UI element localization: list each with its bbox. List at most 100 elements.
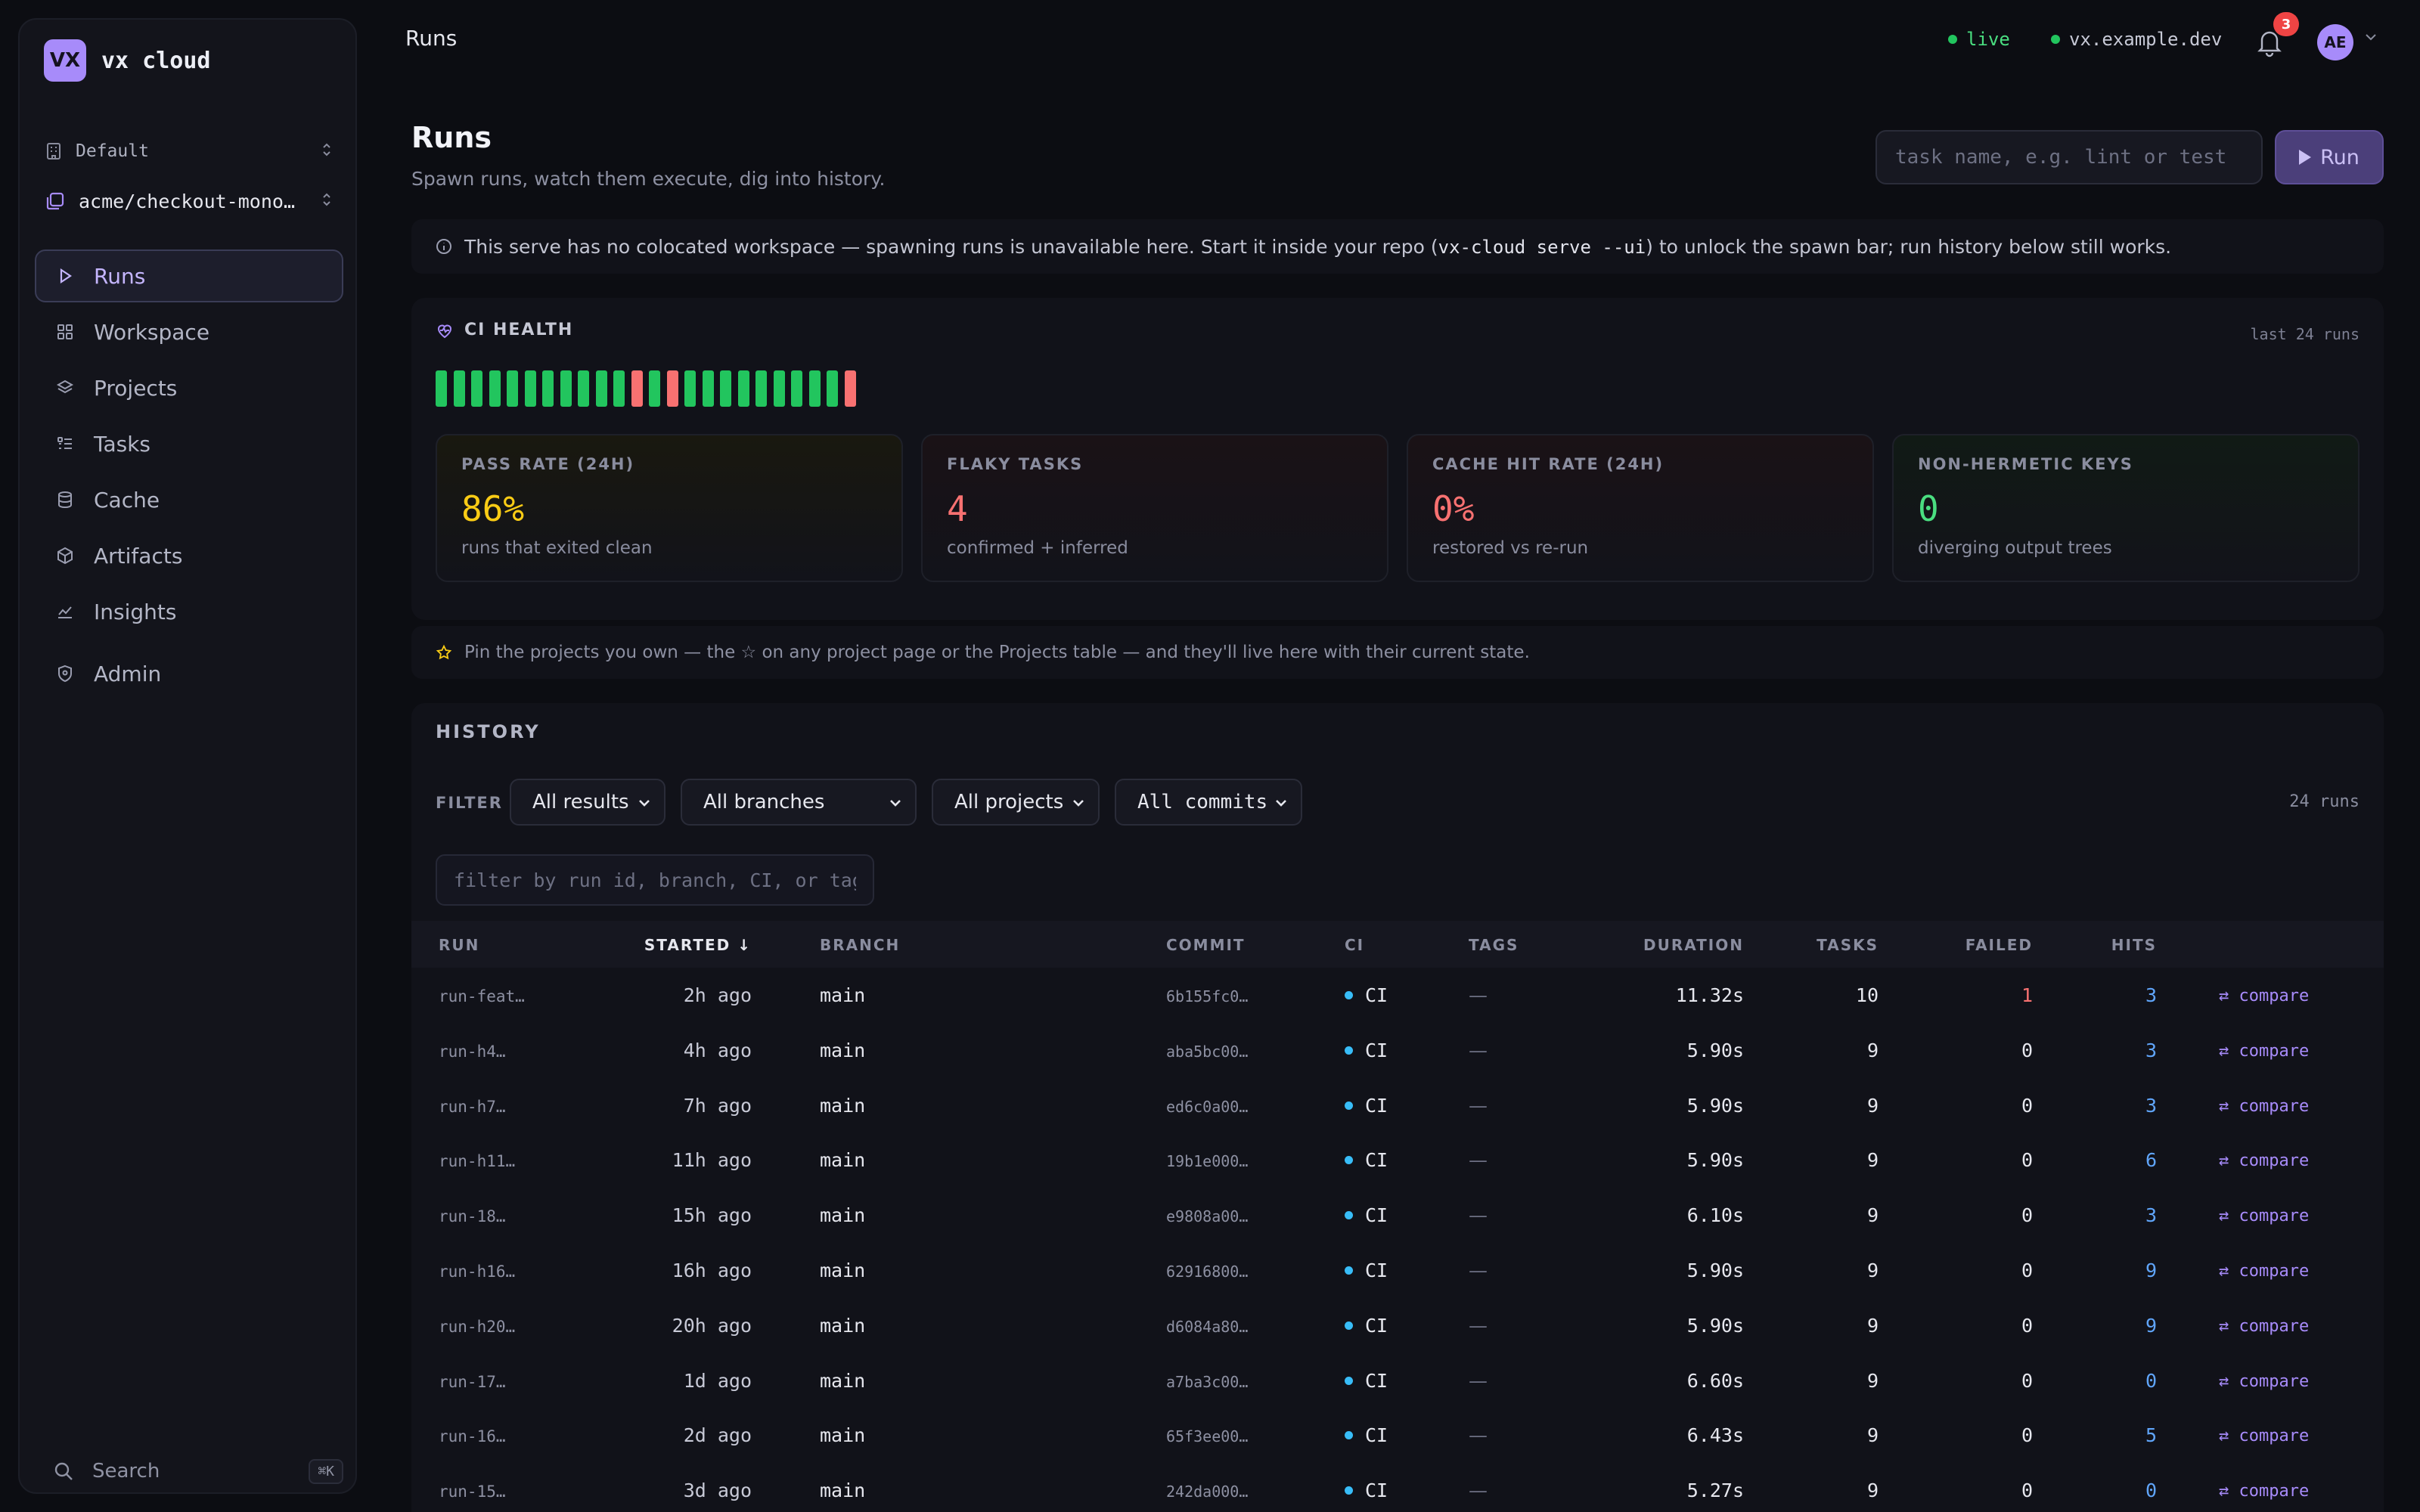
- sidebar-item-runs[interactable]: Runs: [35, 249, 343, 302]
- run-id[interactable]: run-16…: [439, 1427, 506, 1446]
- compare-link[interactable]: ⇄ compare: [2219, 1041, 2310, 1061]
- col-failed[interactable]: FAILED: [1965, 936, 2033, 954]
- history-search-input[interactable]: [436, 854, 874, 906]
- brand[interactable]: VX vx cloud: [44, 39, 211, 82]
- run-status-bar-pass[interactable]: [702, 370, 714, 407]
- compare-link[interactable]: ⇄ compare: [2219, 1371, 2310, 1391]
- run-status-bar-pass[interactable]: [755, 370, 767, 407]
- run-id[interactable]: run-17…: [439, 1372, 506, 1391]
- project-filter-select[interactable]: All projects: [932, 779, 1100, 826]
- sidebar-item-artifacts[interactable]: Artifacts: [35, 529, 343, 582]
- run-status-bar-pass[interactable]: [649, 370, 660, 407]
- host-indicator[interactable]: vx.example.dev: [2051, 29, 2222, 50]
- run-status-bar-pass[interactable]: [436, 370, 447, 407]
- col-tags[interactable]: TAGS: [1469, 936, 1519, 954]
- commit-sha[interactable]: e9808a00…: [1166, 1207, 1249, 1226]
- compare-link[interactable]: ⇄ compare: [2219, 1482, 2310, 1501]
- compare-link[interactable]: ⇄ compare: [2219, 1427, 2310, 1446]
- run-status-bar-pass[interactable]: [507, 370, 518, 407]
- avatar[interactable]: AE: [2317, 24, 2353, 60]
- failed-count: 0: [2021, 1369, 2033, 1392]
- table-row[interactable]: run-h4… 4h ago main aba5bc00… — 5.90s 9 0 3 CI ⇄ c…: [411, 1023, 2384, 1077]
- run-status-bar-pass[interactable]: [560, 370, 572, 407]
- table-row[interactable]: run-16… 2d ago main 65f3ee00… — 6.43s 9 0 5 CI ⇄ c…: [411, 1408, 2384, 1462]
- run-status-bar-pass[interactable]: [453, 370, 465, 407]
- table-row[interactable]: run-15… 3d ago main 242da000… — 5.27s 9 0 0 CI ⇄ c…: [411, 1463, 2384, 1512]
- run-button[interactable]: Run: [2275, 130, 2384, 184]
- table-row[interactable]: run-17… 1d ago main a7ba3c00… — 6.60s 9 0 0 CI ⇄ c…: [411, 1353, 2384, 1408]
- compare-link[interactable]: ⇄ compare: [2219, 1207, 2310, 1226]
- commit-sha[interactable]: 19b1e000…: [1166, 1152, 1249, 1171]
- table-row[interactable]: run-h20… 20h ago main d6084a80… — 5.90s 9 0 9 CI ⇄…: [411, 1298, 2384, 1352]
- compare-link[interactable]: ⇄ compare: [2219, 1262, 2310, 1281]
- col-ci[interactable]: CI: [1345, 936, 1365, 954]
- task-input[interactable]: [1876, 130, 2263, 184]
- compare-link[interactable]: ⇄ compare: [2219, 987, 2310, 1005]
- table-row[interactable]: run-feat… 2h ago main 6b155fc0… — 11.32s 10 1 3 C…: [411, 968, 2384, 1022]
- col-run[interactable]: RUN: [439, 936, 480, 954]
- run-status-bar-pass[interactable]: [773, 370, 785, 407]
- repo-switcher[interactable]: acme/checkout-monorepo: [45, 183, 343, 219]
- run-id[interactable]: run-18…: [439, 1207, 506, 1226]
- compare-link[interactable]: ⇄ compare: [2219, 1316, 2310, 1336]
- table-row[interactable]: run-h11… 11h ago main 19b1e000… — 5.90s 9 0 6 CI ⇄…: [411, 1132, 2384, 1187]
- commit-sha[interactable]: 6b155fc0…: [1166, 987, 1249, 1005]
- run-id[interactable]: run-h20…: [439, 1317, 516, 1336]
- run-status-bar-pass[interactable]: [791, 370, 802, 407]
- sidebar-item-insights[interactable]: Insights: [35, 585, 343, 638]
- sidebar-item-projects[interactable]: Projects: [35, 361, 343, 414]
- col-commit[interactable]: COMMIT: [1166, 936, 1246, 954]
- ci-label: CI: [1365, 1149, 1388, 1172]
- result-filter-select[interactable]: All results: [510, 779, 666, 826]
- run-status-bar-pass[interactable]: [808, 370, 821, 407]
- commit-sha[interactable]: 62916800…: [1166, 1263, 1249, 1281]
- table-row[interactable]: run-18… 15h ago main e9808a00… — 6.10s 9 0 3 CI ⇄ …: [411, 1188, 2384, 1242]
- col-hits[interactable]: HITS: [2111, 936, 2157, 954]
- ci-source: CI: [1345, 1479, 1388, 1501]
- run-id[interactable]: run-15…: [439, 1483, 506, 1501]
- sidebar-item-workspace[interactable]: Workspace: [35, 305, 343, 358]
- commit-sha[interactable]: aba5bc00…: [1166, 1042, 1249, 1061]
- col-duration[interactable]: DURATION: [1643, 936, 1744, 954]
- compare-link[interactable]: ⇄ compare: [2219, 1151, 2310, 1171]
- run-status-bar-fail[interactable]: [631, 370, 643, 407]
- run-id[interactable]: run-h16…: [439, 1263, 516, 1281]
- run-status-bar-fail[interactable]: [666, 370, 678, 407]
- col-started[interactable]: STARTED ↓: [644, 936, 752, 954]
- run-id[interactable]: run-h11…: [439, 1152, 516, 1171]
- col-tasks[interactable]: TASKS: [1817, 936, 1879, 954]
- run-status-bar-pass[interactable]: [595, 370, 607, 407]
- run-id[interactable]: run-h7…: [439, 1097, 506, 1116]
- run-status-bar-pass[interactable]: [542, 370, 554, 407]
- commit-sha[interactable]: 242da000…: [1166, 1483, 1249, 1501]
- run-status-bar-pass[interactable]: [578, 370, 589, 407]
- run-status-bar-pass[interactable]: [737, 370, 749, 407]
- commit-sha[interactable]: 65f3ee00…: [1166, 1427, 1249, 1446]
- run-status-bar-pass[interactable]: [720, 370, 731, 407]
- run-id[interactable]: run-feat…: [439, 987, 525, 1005]
- run-status-bar-pass[interactable]: [489, 370, 501, 407]
- commit-sha[interactable]: ed6c0a00…: [1166, 1097, 1249, 1116]
- col-branch[interactable]: BRANCH: [820, 936, 901, 954]
- sidebar-item-admin[interactable]: Admin: [35, 647, 343, 700]
- run-status-bar-pass[interactable]: [471, 370, 482, 407]
- org-switcher[interactable]: Default: [45, 135, 343, 168]
- bell-icon[interactable]: [2257, 27, 2282, 57]
- table-row[interactable]: run-h16… 16h ago main 62916800… — 5.90s 9 0 9 CI ⇄…: [411, 1243, 2384, 1297]
- run-status-bar-pass[interactable]: [827, 370, 838, 407]
- commit-filter-select[interactable]: All commits: [1115, 779, 1302, 826]
- commit-sha[interactable]: d6084a80…: [1166, 1317, 1249, 1336]
- branch-filter-select[interactable]: All branches: [681, 779, 917, 826]
- run-status-bar-pass[interactable]: [684, 370, 696, 407]
- run-status-bar-pass[interactable]: [613, 370, 625, 407]
- sidebar-item-tasks[interactable]: Tasks: [35, 417, 343, 470]
- table-row[interactable]: run-h7… 7h ago main ed6c0a00… — 5.90s 9 0 3 CI ⇄ c…: [411, 1078, 2384, 1132]
- search-button[interactable]: Search ⌘K: [53, 1452, 343, 1491]
- run-status-bar-pass[interactable]: [524, 370, 536, 407]
- run-id[interactable]: run-h4…: [439, 1042, 506, 1061]
- commit-sha[interactable]: a7ba3c00…: [1166, 1372, 1249, 1391]
- run-status-bar-fail[interactable]: [844, 370, 856, 407]
- compare-link[interactable]: ⇄ compare: [2219, 1096, 2310, 1116]
- chevron-down-icon[interactable]: [2364, 32, 2378, 42]
- sidebar-item-cache[interactable]: Cache: [35, 473, 343, 526]
